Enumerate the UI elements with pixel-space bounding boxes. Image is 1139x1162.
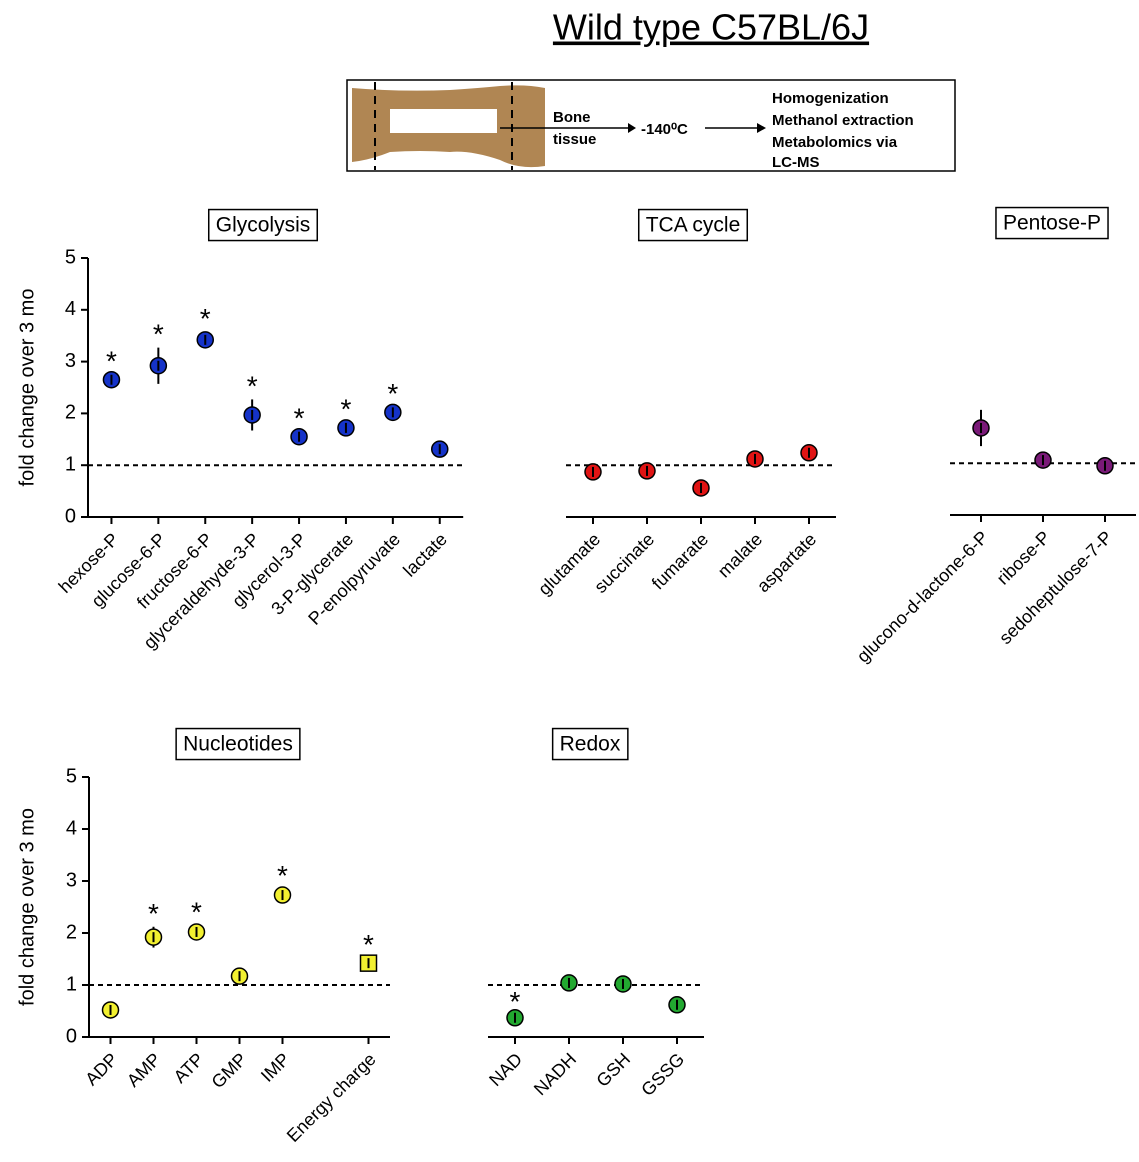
panel-title: Redox xyxy=(560,733,621,756)
panel-title: TCA cycle xyxy=(646,214,741,237)
schematic-text: -140⁰C xyxy=(641,121,688,138)
x-tick-label: ADP xyxy=(81,1049,121,1089)
panel-title: Nucleotides xyxy=(183,733,293,756)
y-tick-label: 4 xyxy=(66,817,77,839)
significance-marker: * xyxy=(148,898,159,929)
y-axis-label: fold change over 3 mo xyxy=(16,808,38,1006)
schematic: Bone tissue -140⁰C Homogenization Methan… xyxy=(347,80,955,171)
significance-marker: * xyxy=(294,403,305,434)
x-tick-label: lactate xyxy=(399,529,451,581)
y-tick-label: 5 xyxy=(65,246,76,268)
y-tick-label: 3 xyxy=(66,869,77,891)
x-tick-label: Energy charge xyxy=(283,1049,380,1146)
significance-marker: * xyxy=(340,394,351,425)
y-tick-label: 1 xyxy=(65,453,76,475)
significance-marker: * xyxy=(363,929,374,960)
schematic-text: Bone xyxy=(553,109,591,126)
x-tick-label: aspartate xyxy=(753,529,820,596)
y-tick-label: 2 xyxy=(66,921,77,943)
significance-marker: * xyxy=(277,860,288,891)
x-tick-label: GMP xyxy=(208,1049,251,1092)
significance-marker: * xyxy=(106,346,117,377)
significance-marker: * xyxy=(200,303,211,334)
x-tick-label: fumarate xyxy=(648,529,712,593)
x-tick-label: ATP xyxy=(170,1049,208,1087)
x-tick-label: glutamate xyxy=(534,529,604,599)
x-tick-label: glucono-d-lactone-6-P xyxy=(853,527,992,666)
x-tick-label: sedoheptulose-7-P xyxy=(995,527,1116,648)
significance-marker: * xyxy=(387,378,398,409)
schematic-text: tissue xyxy=(553,131,596,148)
y-tick-label: 0 xyxy=(65,505,76,527)
y-tick-label: 5 xyxy=(66,765,77,787)
bone-cavity xyxy=(390,109,497,133)
x-tick-label: succinate xyxy=(590,529,658,597)
y-tick-label: 1 xyxy=(66,973,77,995)
panel-title: Pentose-P xyxy=(1003,212,1101,235)
x-tick-label: NAD xyxy=(485,1049,526,1090)
schematic-text: Methanol extraction xyxy=(772,112,914,129)
panel-title: Glycolysis xyxy=(216,214,311,237)
y-tick-label: 4 xyxy=(65,298,76,320)
significance-marker: * xyxy=(153,319,164,350)
significance-marker: * xyxy=(510,986,521,1017)
y-tick-label: 2 xyxy=(65,402,76,424)
x-tick-label: GSH xyxy=(592,1049,634,1091)
significance-marker: * xyxy=(247,370,258,401)
figure: Wild type C57BL/6J Bone tissue -140⁰C Ho… xyxy=(0,0,1139,1162)
y-axis-label: fold change over 3 mo xyxy=(16,289,38,487)
schematic-text: Metabolomics via xyxy=(772,134,898,151)
panel: Nucleotides 0 1 2 3 4 5 fold change over 3 mo AD… xyxy=(16,729,390,1146)
x-tick-label: IMP xyxy=(257,1049,294,1086)
x-tick-label: GSSG xyxy=(637,1049,688,1100)
schematic-text: Homogenization xyxy=(772,90,889,107)
x-tick-label: ribose-P xyxy=(993,527,1055,589)
significance-marker: * xyxy=(191,897,202,928)
figure-title: Wild type C57BL/6J xyxy=(553,7,869,48)
schematic-text: LC-MS xyxy=(772,154,820,171)
x-tick-label: malate xyxy=(714,529,766,581)
y-tick-label: 3 xyxy=(65,350,76,372)
x-tick-label: AMP xyxy=(123,1049,165,1091)
y-tick-label: 0 xyxy=(66,1025,77,1047)
x-tick-label: NADH xyxy=(530,1049,580,1099)
